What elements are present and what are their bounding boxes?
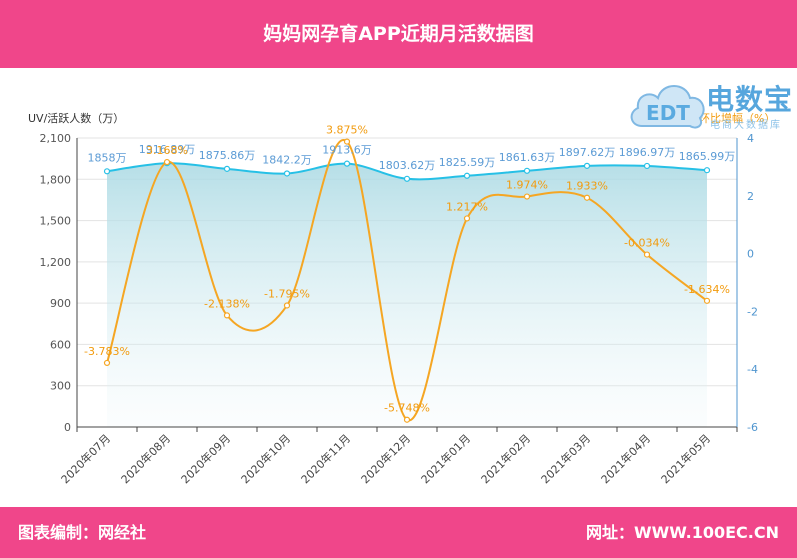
growth-data-label: 1.974% — [506, 179, 548, 192]
header-banner: 妈妈网孕育APP近期月活数据图 — [0, 0, 797, 68]
chart-area: 1858万 1916.89万 1875.86万 1842.2万 1913.6万 1803.… — [28, 111, 775, 486]
growth-data-label: -0.034% — [624, 237, 670, 250]
uv-point — [583, 162, 591, 169]
growth-point — [223, 312, 231, 319]
growth-data-label: -1.634% — [684, 283, 730, 296]
growth-point — [103, 359, 111, 367]
x-tick-label: 2021年05月 — [658, 431, 713, 486]
x-tick-label: 2020年11月 — [298, 431, 353, 486]
y-tick-label: 1,500 — [40, 215, 72, 228]
growth-data-label: -5.748% — [384, 402, 430, 415]
uv-data-label: 1842.2万 — [262, 153, 312, 166]
growth-data-label: -2.138% — [204, 297, 250, 310]
uv-data-label: 1865.99万 — [679, 150, 736, 163]
growth-data-label: 1.217% — [446, 200, 488, 213]
y2-tick-label: 2 — [747, 190, 754, 203]
cloud-logo-icon: EDT — [630, 85, 705, 129]
y-axis-title: UV/活跃人数（万） — [28, 111, 124, 125]
uv-data-label: 1875.86万 — [199, 149, 256, 162]
x-tick-label: 2021年02月 — [478, 431, 533, 486]
y-tick-label: 0 — [64, 421, 71, 434]
footer-credit: 图表编制：网经社 — [18, 523, 147, 542]
footer-banner: 图表编制：网经社 网址：WWW.100EC.CN — [0, 507, 797, 558]
growth-point — [643, 251, 651, 258]
growth-data-label: 3.875% — [326, 124, 368, 137]
uv-area — [107, 163, 707, 428]
uv-point — [283, 170, 291, 177]
uv-point — [103, 168, 111, 175]
y-tick-label: 1,800 — [40, 173, 72, 186]
growth-point — [523, 193, 531, 200]
y2-tick-label: -2 — [747, 305, 758, 318]
x-tick-label: 2020年12月 — [358, 431, 413, 486]
uv-point — [523, 167, 531, 174]
growth-data-label: -3.783% — [84, 345, 130, 358]
y2-tick-label: -6 — [747, 421, 758, 434]
growth-data-label: -1.795% — [264, 287, 310, 300]
growth-point — [343, 138, 351, 145]
uv-point — [703, 167, 711, 174]
watermark-brand: 电数宝 — [706, 83, 794, 116]
growth-point — [403, 416, 411, 423]
growth-point — [463, 215, 471, 222]
footer-website: 网址：WWW.100EC.CN — [585, 523, 779, 542]
y-tick-label: 1,200 — [40, 256, 72, 269]
svg-text:EDT: EDT — [646, 101, 690, 125]
x-tick-label: 2021年03月 — [538, 431, 593, 486]
uv-data-label: 1861.63万 — [499, 151, 556, 164]
growth-point — [283, 302, 291, 309]
growth-point — [583, 194, 591, 201]
uv-data-label: 1803.62万 — [379, 159, 436, 172]
x-tick-label: 2020年08月 — [118, 431, 173, 486]
uv-point — [643, 162, 651, 170]
uv-data-label: 1916.89万 — [139, 143, 196, 156]
y-tick-label: 600 — [50, 338, 71, 351]
growth-data-label: 1.933% — [566, 180, 608, 193]
growth-data-label: 3.168% — [146, 144, 188, 157]
watermark-subtitle: 电商大数据库 — [710, 120, 782, 131]
y2-axis-title: 环比增幅（%） — [699, 111, 775, 125]
x-tick-label: 2020年10月 — [238, 431, 293, 486]
uv-point — [343, 160, 351, 167]
growth-point — [703, 297, 711, 304]
y-tick-label: 300 — [50, 380, 71, 393]
x-tick-label: 2021年01月 — [418, 431, 473, 486]
x-tick-label: 2020年09月 — [178, 431, 233, 486]
uv-data-label: 1825.59万 — [439, 156, 496, 169]
uv-data-label: 1858万 — [88, 151, 127, 164]
uv-point — [403, 175, 411, 182]
x-tick-label: 2020年07月 — [58, 431, 113, 486]
uv-data-label: 1896.97万 — [619, 146, 676, 159]
y2-tick-label: 4 — [747, 132, 754, 145]
watermark-logo: EDT 电数宝 电商大数据库 — [628, 74, 794, 136]
growth-point — [163, 158, 171, 166]
y-tick-label: 900 — [50, 297, 71, 310]
y2-tick-label: 0 — [747, 248, 754, 261]
uv-data-label: 1897.62万 — [559, 146, 616, 159]
page-title: 妈妈网孕育APP近期月活数据图 — [263, 23, 534, 45]
uv-point — [463, 172, 471, 179]
y2-tick-label: -4 — [747, 363, 758, 376]
uv-point — [223, 165, 231, 172]
x-tick-label: 2021年04月 — [598, 431, 653, 486]
y-tick-label: 2,100 — [40, 132, 72, 145]
uv-data-label: 1913.6万 — [322, 144, 372, 157]
